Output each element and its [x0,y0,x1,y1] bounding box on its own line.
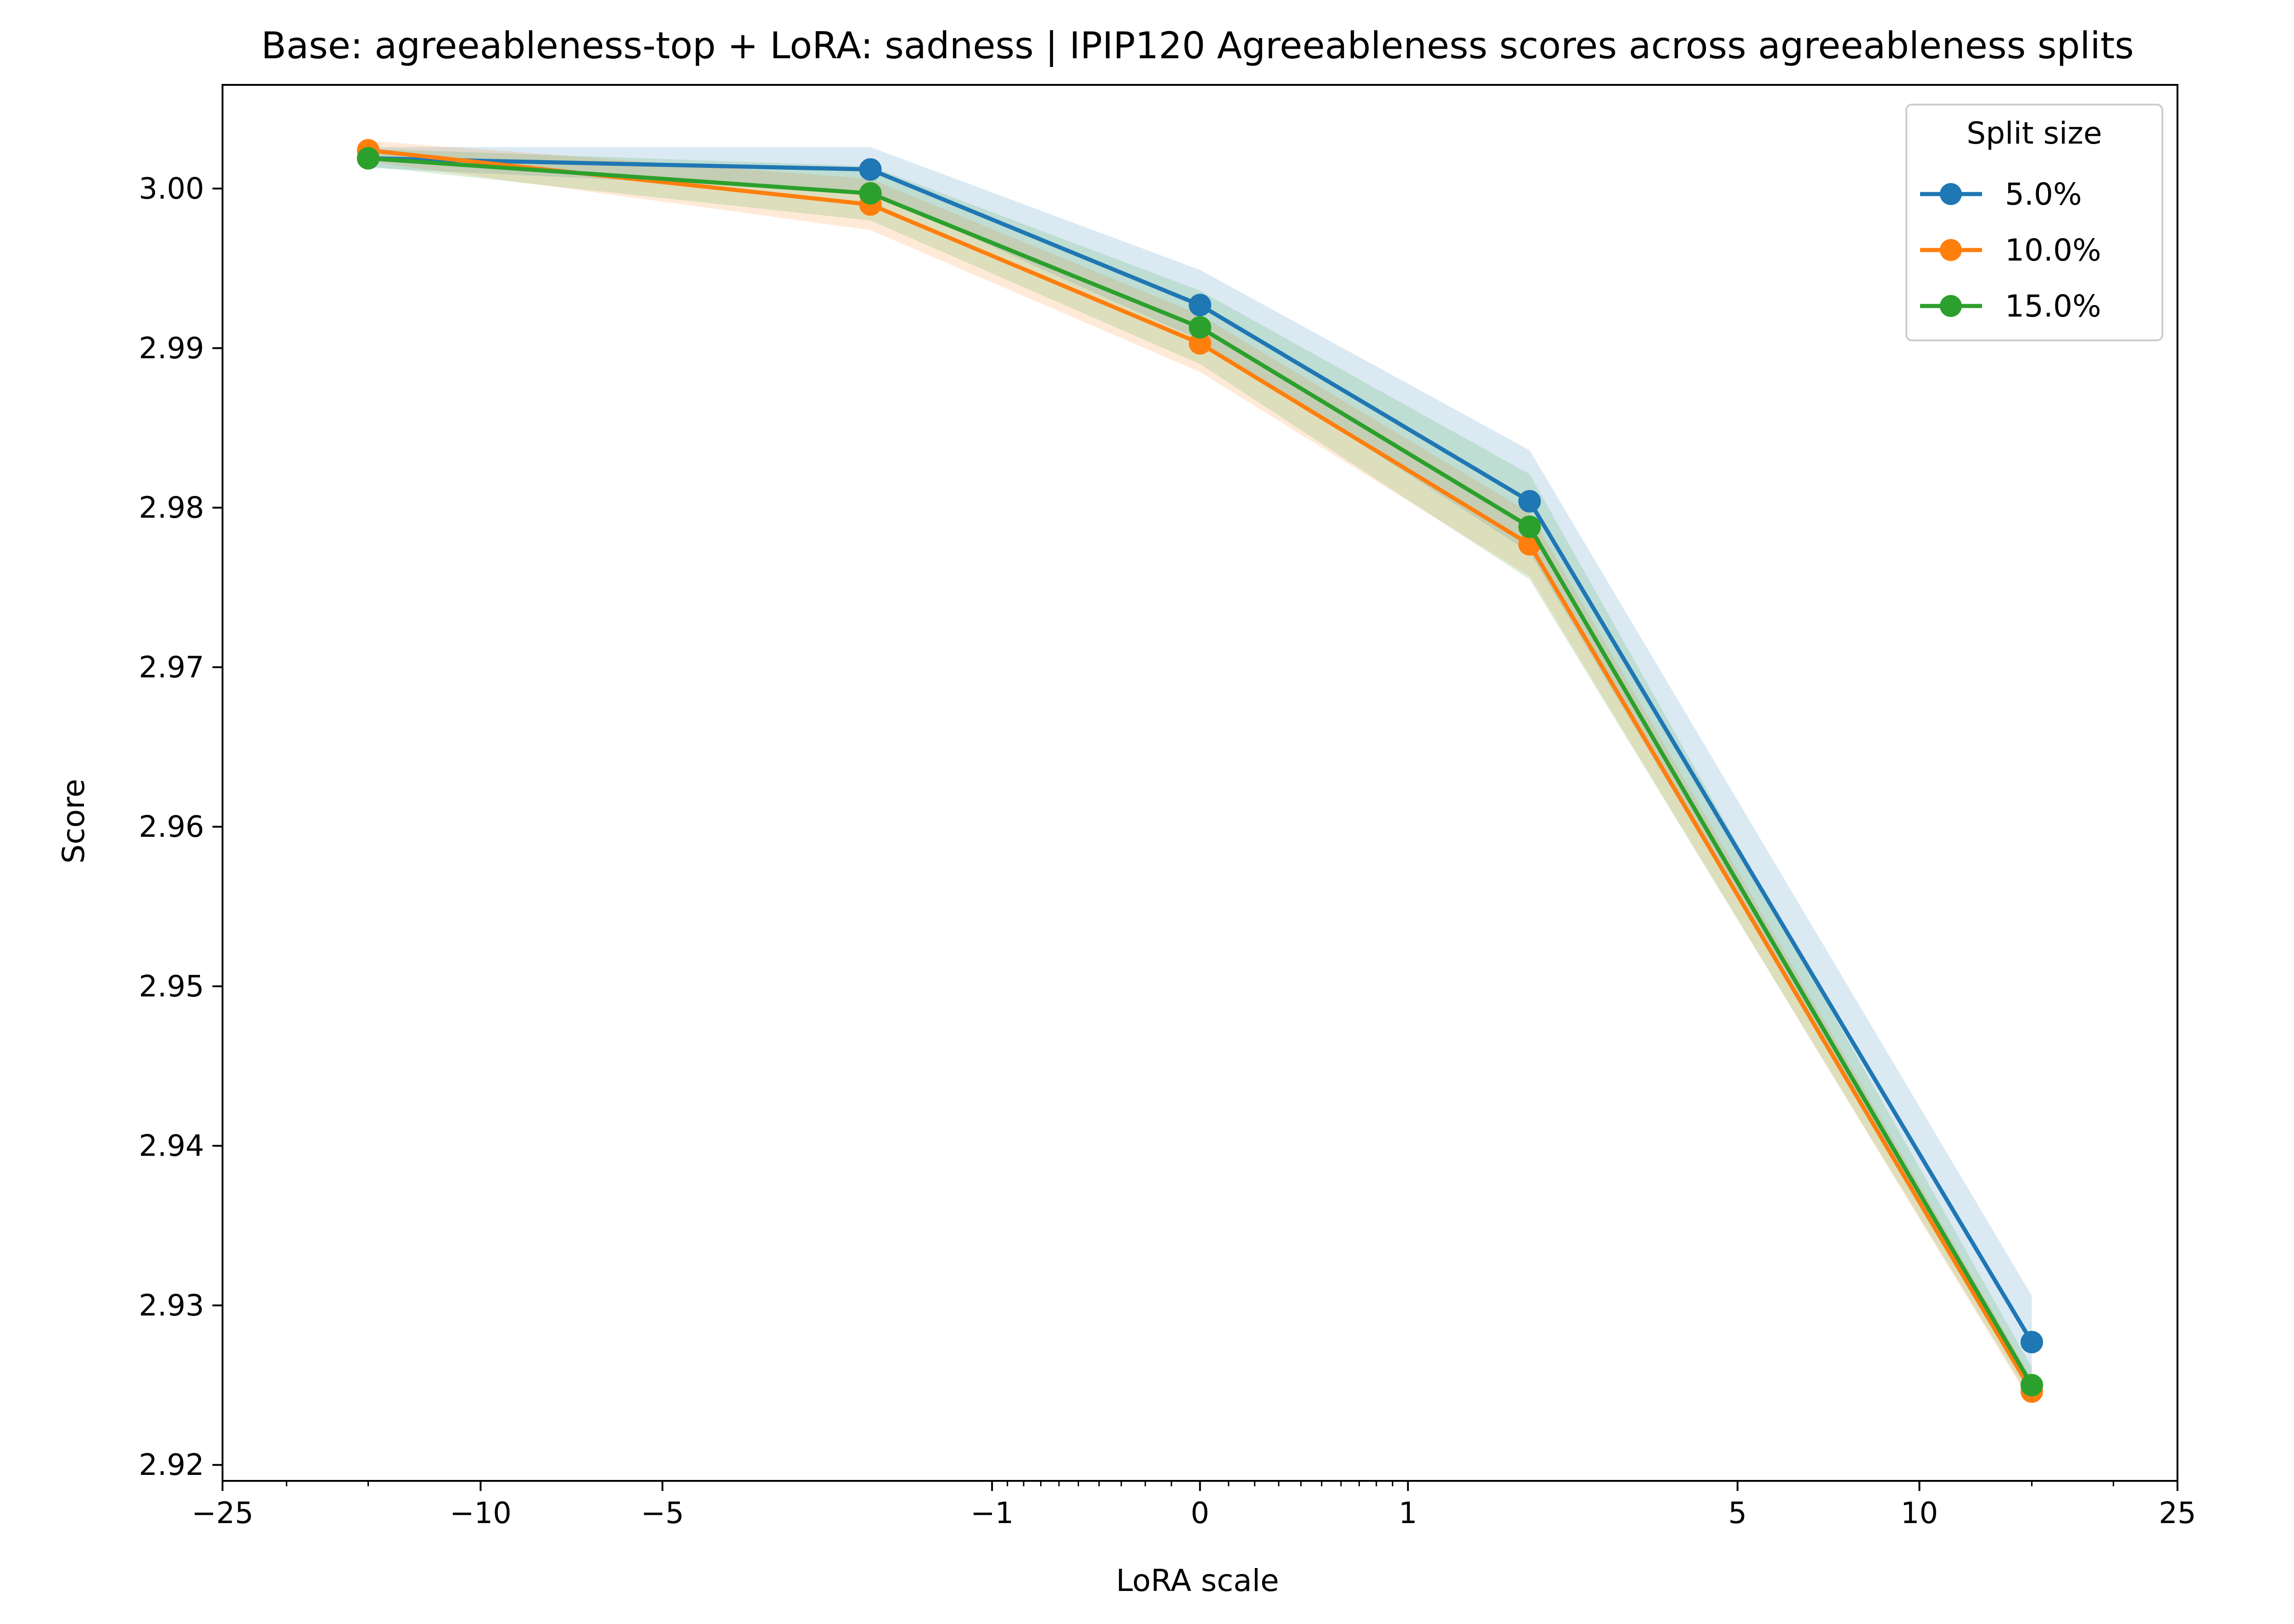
data-point [1518,515,1541,538]
data-point [2021,1330,2043,1353]
y-tick-label: 3.00 [139,172,205,206]
data-point [2021,1374,2043,1396]
x-tick-label: 0 [1191,1496,1209,1530]
legend-entry-label: 10.0% [2005,233,2101,268]
x-tick-label: −5 [641,1496,684,1530]
x-tick-label: 5 [1728,1496,1747,1530]
data-point [1189,294,1211,317]
legend-title: Split size [1966,116,2102,151]
y-tick-label: 2.99 [139,332,205,366]
plot-area: 2.92 2.93 2.94 2.95 2.96 2.97 2.98 2.99 3.00 −25 −… [139,84,2196,1530]
data-point [356,147,379,170]
y-axis-label: Score [56,779,91,864]
y-tick-label: 2.92 [139,1448,205,1482]
x-tick-label: −10 [450,1496,512,1530]
y-tick-label: 2.95 [139,970,205,1004]
data-point [1189,316,1211,339]
legend-entry-label: 5.0% [2005,177,2082,212]
data-point [859,182,882,205]
y-tick-label: 2.96 [139,810,205,844]
data-point [859,158,882,181]
data-point [1518,490,1541,513]
legend-entry-label: 15.0% [2005,289,2101,324]
legend-swatch-marker [1940,239,1962,261]
legend-swatch-marker [1940,183,1962,205]
legend-swatch-marker [1940,295,1962,317]
chart-title: Base: agreeableness-top + LoRA: sadness … [261,24,2134,67]
y-tick-label: 2.98 [139,491,205,525]
x-axis-label: LoRA scale [1116,1563,1279,1598]
x-tick-label: 1 [1398,1496,1417,1530]
legend-box [1905,104,2163,341]
y-tick-label: 2.97 [139,651,205,684]
legend: Split size 5.0% 10.0% 15.0% [1905,104,2163,341]
y-tick-label: 2.94 [139,1129,205,1163]
x-tick-label: −25 [191,1496,253,1530]
y-tick-label: 2.93 [139,1289,205,1323]
confidence-band-0 [368,147,2032,1389]
x-tick-label: 10 [1901,1496,1938,1530]
x-tick-label: −1 [970,1496,1013,1530]
x-tick-label: 25 [2159,1496,2196,1530]
